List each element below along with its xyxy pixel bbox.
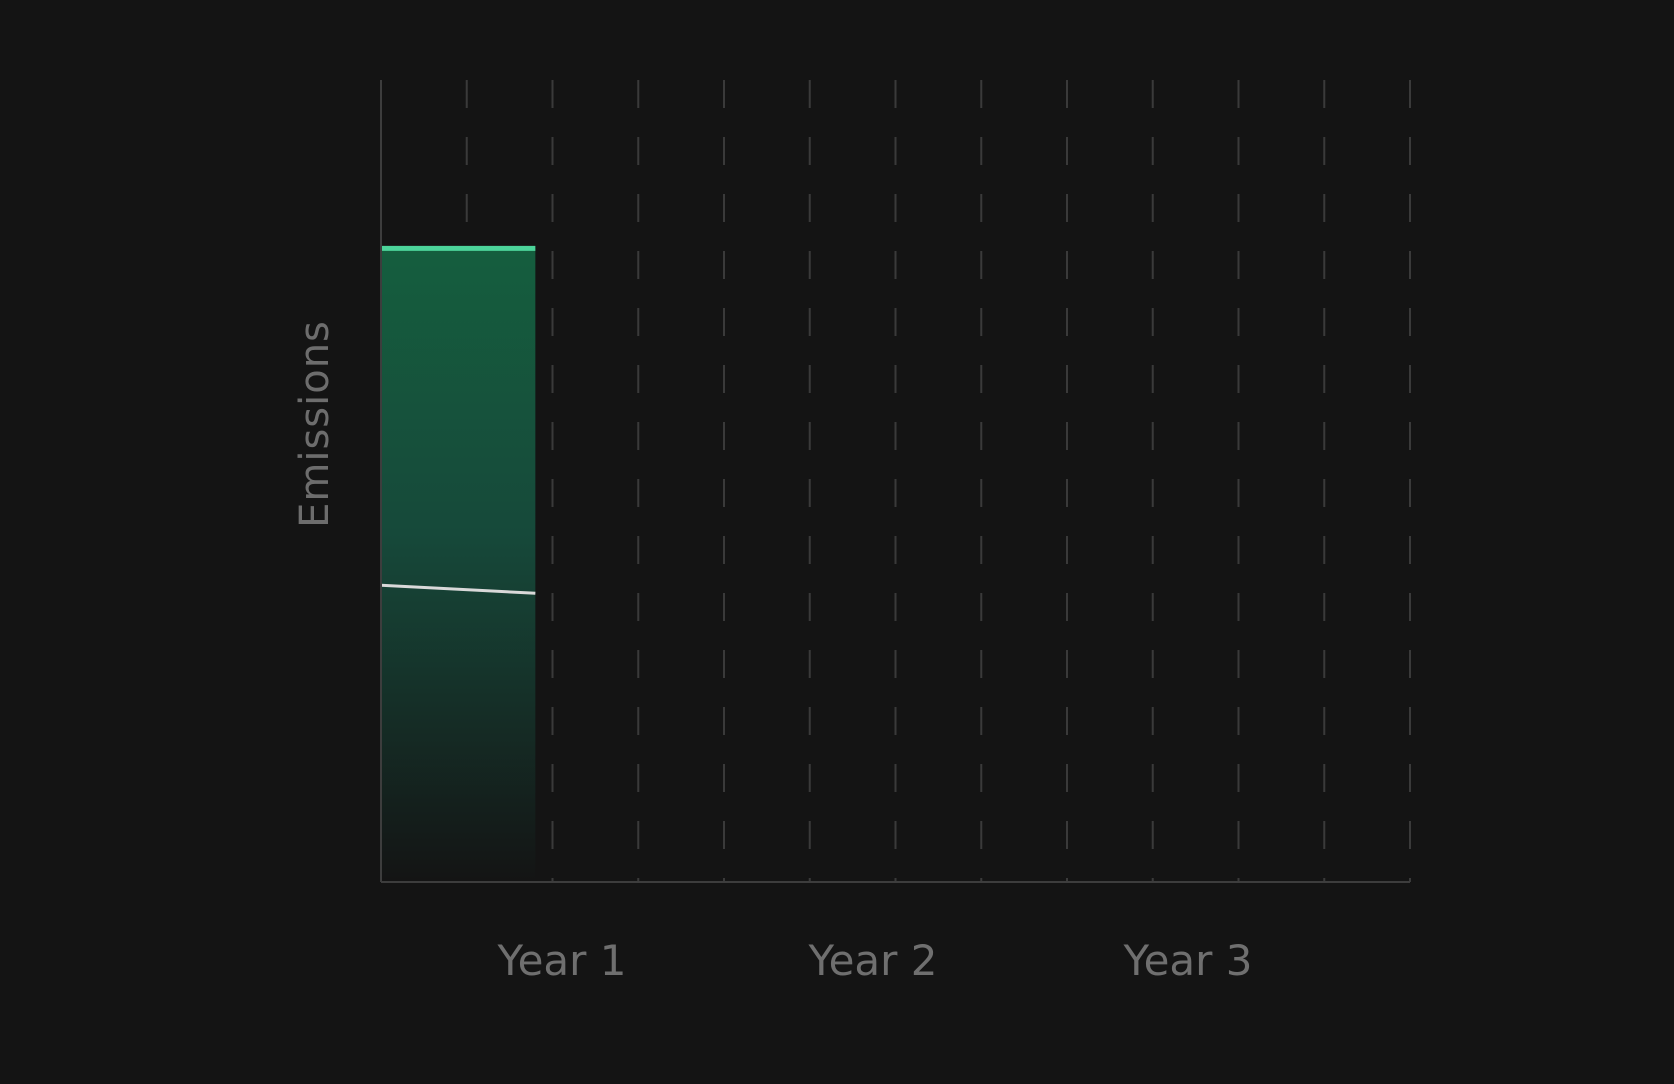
area-fill	[381, 248, 536, 883]
y-axis-title: Emissions	[292, 320, 338, 528]
x-tick-label: Year 3	[1123, 936, 1253, 985]
x-tick-label: Year 1	[497, 936, 627, 985]
x-tick-label: Year 2	[808, 936, 938, 985]
area-layer	[381, 248, 536, 883]
line-layer	[380, 245, 536, 595]
series-line-secondary	[380, 583, 536, 595]
axis-layer	[380, 80, 1410, 883]
label-layer: Emissions Year 1 Year 2 Year 3	[292, 320, 1253, 985]
grid-layer	[465, 80, 1411, 882]
